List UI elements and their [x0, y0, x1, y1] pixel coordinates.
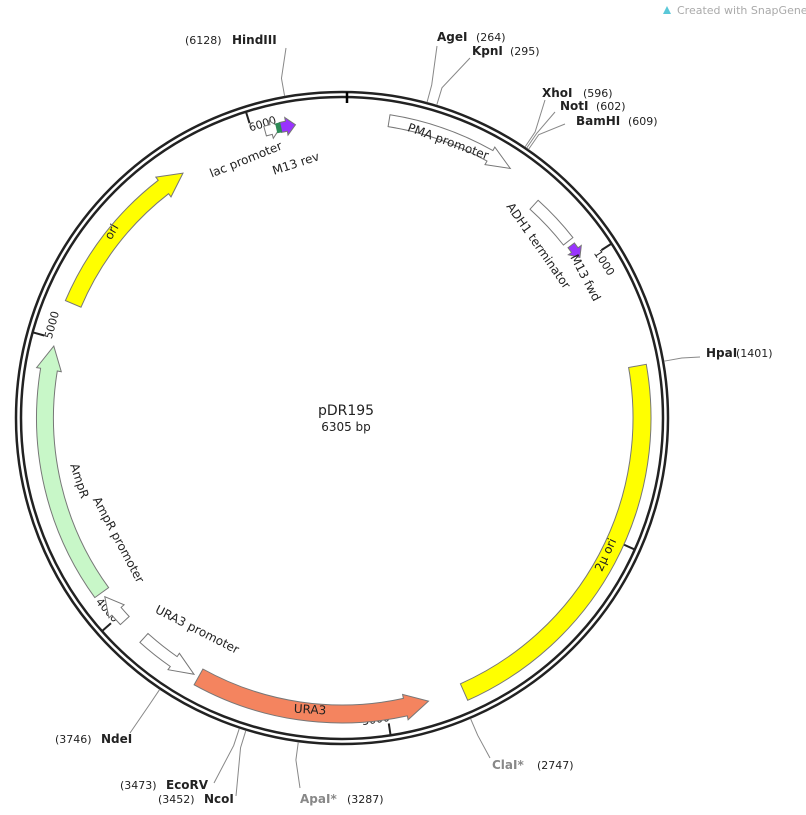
feature-arrow	[529, 199, 574, 246]
site-name: KpnI	[472, 44, 503, 58]
feature-label: lac promoter	[208, 139, 284, 181]
tick-mark	[387, 723, 392, 736]
backbone-inner	[19, 95, 665, 741]
feature-arrow	[193, 668, 430, 724]
snapgene-icon	[663, 6, 671, 14]
feature-arrow	[64, 172, 184, 308]
tick-mark	[600, 242, 613, 251]
site-name: HpaI	[706, 346, 737, 360]
site-line	[426, 45, 438, 103]
feature-arrow	[104, 595, 130, 626]
site-name: NotI	[560, 99, 589, 113]
site-line	[526, 111, 556, 149]
site-name: HindIII	[232, 33, 277, 47]
site-position: (3746)	[55, 733, 92, 746]
feature-arrow	[387, 114, 512, 170]
site-position: (264)	[476, 31, 506, 44]
feature-arrow	[567, 242, 582, 259]
site-line	[470, 718, 491, 759]
feature-arrow	[278, 116, 297, 137]
site-name: AgeI	[437, 30, 467, 44]
site-line	[528, 123, 566, 150]
site-line	[129, 689, 161, 734]
site-line	[524, 99, 546, 148]
feature-label: ori	[102, 221, 122, 242]
site-position: (6128)	[185, 34, 222, 47]
site-position: (3473)	[120, 779, 157, 792]
feature-label: URA3	[293, 702, 326, 718]
tick-label: 1000	[591, 248, 617, 279]
site-position: (3452)	[158, 793, 195, 806]
site-position: (3287)	[347, 793, 384, 806]
feature-label: AmpR promoter	[90, 494, 147, 585]
plasmid-name: pDR195	[318, 403, 374, 419]
backbone-outer	[14, 90, 670, 746]
site-position: (295)	[510, 45, 540, 58]
tick-mark	[101, 622, 112, 632]
site-line	[280, 47, 287, 97]
site-name: EcoRV	[166, 778, 209, 792]
credit: Created with SnapGene®	[663, 4, 806, 17]
feature-label: AmpR	[67, 462, 91, 500]
plasmid-length: 6305 bp	[321, 420, 371, 434]
site-name: ApaI*	[300, 792, 337, 806]
tick-mark	[244, 111, 251, 124]
site-position: (2747)	[537, 759, 574, 772]
site-line	[295, 742, 301, 789]
feature-arrow	[275, 122, 283, 134]
site-name: NcoI	[204, 792, 234, 806]
tick-label: 5000	[42, 310, 62, 340]
site-position: (596)	[583, 87, 613, 100]
site-name: ClaI*	[492, 758, 524, 772]
tick-mark	[623, 543, 636, 551]
site-name: BamHI	[576, 114, 620, 128]
feature-arrow	[459, 363, 652, 701]
tick-mark	[32, 331, 45, 337]
feature-arrow	[35, 345, 110, 599]
feature-arrow	[139, 632, 196, 676]
site-position: (602)	[596, 100, 626, 113]
site-line	[213, 728, 240, 784]
site-name: NdeI	[101, 732, 132, 746]
site-name: XhoI	[542, 86, 573, 100]
site-position: (1401)	[736, 347, 773, 360]
site-line	[235, 730, 247, 797]
credit-text: Created with SnapGene®	[677, 4, 806, 17]
site-line	[436, 57, 471, 106]
site-line	[663, 356, 701, 362]
site-position: (609)	[628, 115, 658, 128]
